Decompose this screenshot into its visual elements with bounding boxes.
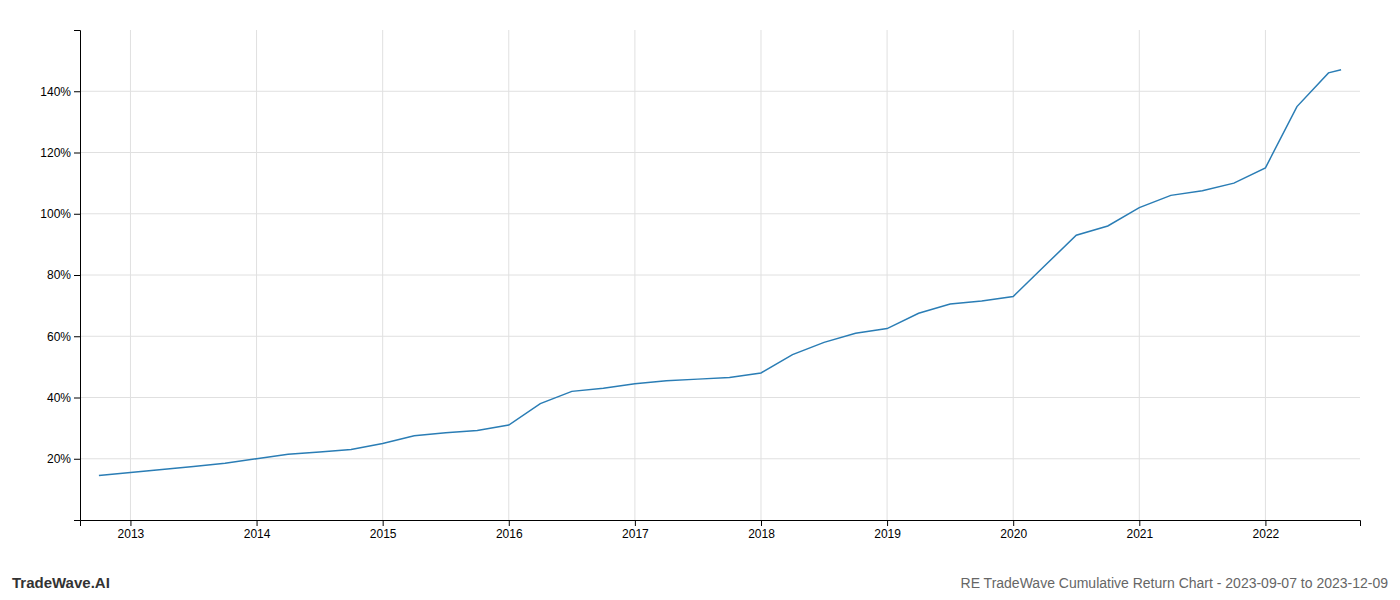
grid-line-y xyxy=(80,213,1360,214)
x-tick-label: 2018 xyxy=(748,527,775,541)
plot-area xyxy=(99,70,1341,476)
x-tick-mark xyxy=(1013,520,1014,526)
y-axis-line xyxy=(74,31,81,521)
x-tick: 2019 xyxy=(874,520,901,541)
grid-line-y xyxy=(80,91,1360,92)
x-tick-mark xyxy=(761,520,762,526)
x-tick: 2013 xyxy=(118,520,145,541)
x-tick-mark xyxy=(383,520,384,526)
y-tick-mark xyxy=(74,398,80,399)
y-tick-label: 100% xyxy=(40,207,71,221)
y-tick: 100% xyxy=(40,207,80,221)
x-tick: 2022 xyxy=(1253,520,1280,541)
x-tick: 2020 xyxy=(1000,520,1027,541)
y-tick: 120% xyxy=(40,146,80,160)
grid-line-y xyxy=(80,458,1360,459)
x-tick-mark xyxy=(509,520,510,526)
x-tick-label: 2016 xyxy=(496,527,523,541)
y-tick-mark xyxy=(74,336,80,337)
x-tick-mark xyxy=(1139,520,1140,526)
x-tick: 2015 xyxy=(370,520,397,541)
y-tick: 40% xyxy=(47,391,80,405)
x-tick-label: 2019 xyxy=(874,527,901,541)
x-tick: 2014 xyxy=(244,520,271,541)
x-tick-label: 2020 xyxy=(1000,527,1027,541)
line xyxy=(99,70,1341,476)
x-tick: 2016 xyxy=(496,520,523,541)
chart-container: 2013 2014 2015 2016 2017 2018 2019 2020 2021 2022… xyxy=(0,0,1400,600)
x-tick-mark xyxy=(1265,520,1266,526)
x-tick: 2018 xyxy=(748,520,775,541)
watermark: TradeWave.AI xyxy=(12,574,110,591)
x-tick-mark xyxy=(887,520,888,526)
y-tick-mark xyxy=(74,153,80,154)
y-tick: 140% xyxy=(40,85,80,99)
y-axis: 20% 40% 60% 80% 100% 120% 140% xyxy=(40,31,80,521)
y-tick-label: 80% xyxy=(47,268,71,282)
x-axis: 2013 2014 2015 2016 2017 2018 2019 2020 2021 2022 xyxy=(81,520,1361,541)
x-tick-mark xyxy=(130,520,131,526)
y-tick-mark xyxy=(74,214,80,215)
y-tick-label: 60% xyxy=(47,330,71,344)
y-tick: 80% xyxy=(47,268,80,282)
x-tick-label: 2017 xyxy=(622,527,649,541)
grid-line-y xyxy=(80,397,1360,398)
y-tick-label: 120% xyxy=(40,146,71,160)
x-tick-label: 2014 xyxy=(244,527,271,541)
y-tick-mark xyxy=(74,275,80,276)
grid xyxy=(80,30,1360,520)
y-tick-mark xyxy=(74,91,80,92)
grid-line-y xyxy=(80,275,1360,276)
y-tick-mark xyxy=(74,459,80,460)
x-tick-label: 2015 xyxy=(370,527,397,541)
y-tick: 60% xyxy=(47,330,80,344)
grid-line-y xyxy=(80,152,1360,153)
title: RE TradeWave Cumulative Return Chart - 2… xyxy=(961,575,1389,591)
x-tick-label: 2021 xyxy=(1126,527,1153,541)
x-tick-label: 2013 xyxy=(118,527,145,541)
x-axis-line xyxy=(81,521,1361,527)
y-tick-label: 40% xyxy=(47,391,71,405)
y-tick: 20% xyxy=(47,452,80,466)
x-tick-mark xyxy=(257,520,258,526)
grid-line-y xyxy=(80,336,1360,337)
x-tick: 2017 xyxy=(622,520,649,541)
x-tick-label: 2022 xyxy=(1253,527,1280,541)
y-tick-label: 140% xyxy=(40,85,71,99)
chart-svg: 2013 2014 2015 2016 2017 2018 2019 2020 2021 2022… xyxy=(0,0,1400,600)
x-tick-mark xyxy=(635,520,636,526)
x-tick: 2021 xyxy=(1126,520,1153,541)
y-tick-label: 20% xyxy=(47,452,71,466)
